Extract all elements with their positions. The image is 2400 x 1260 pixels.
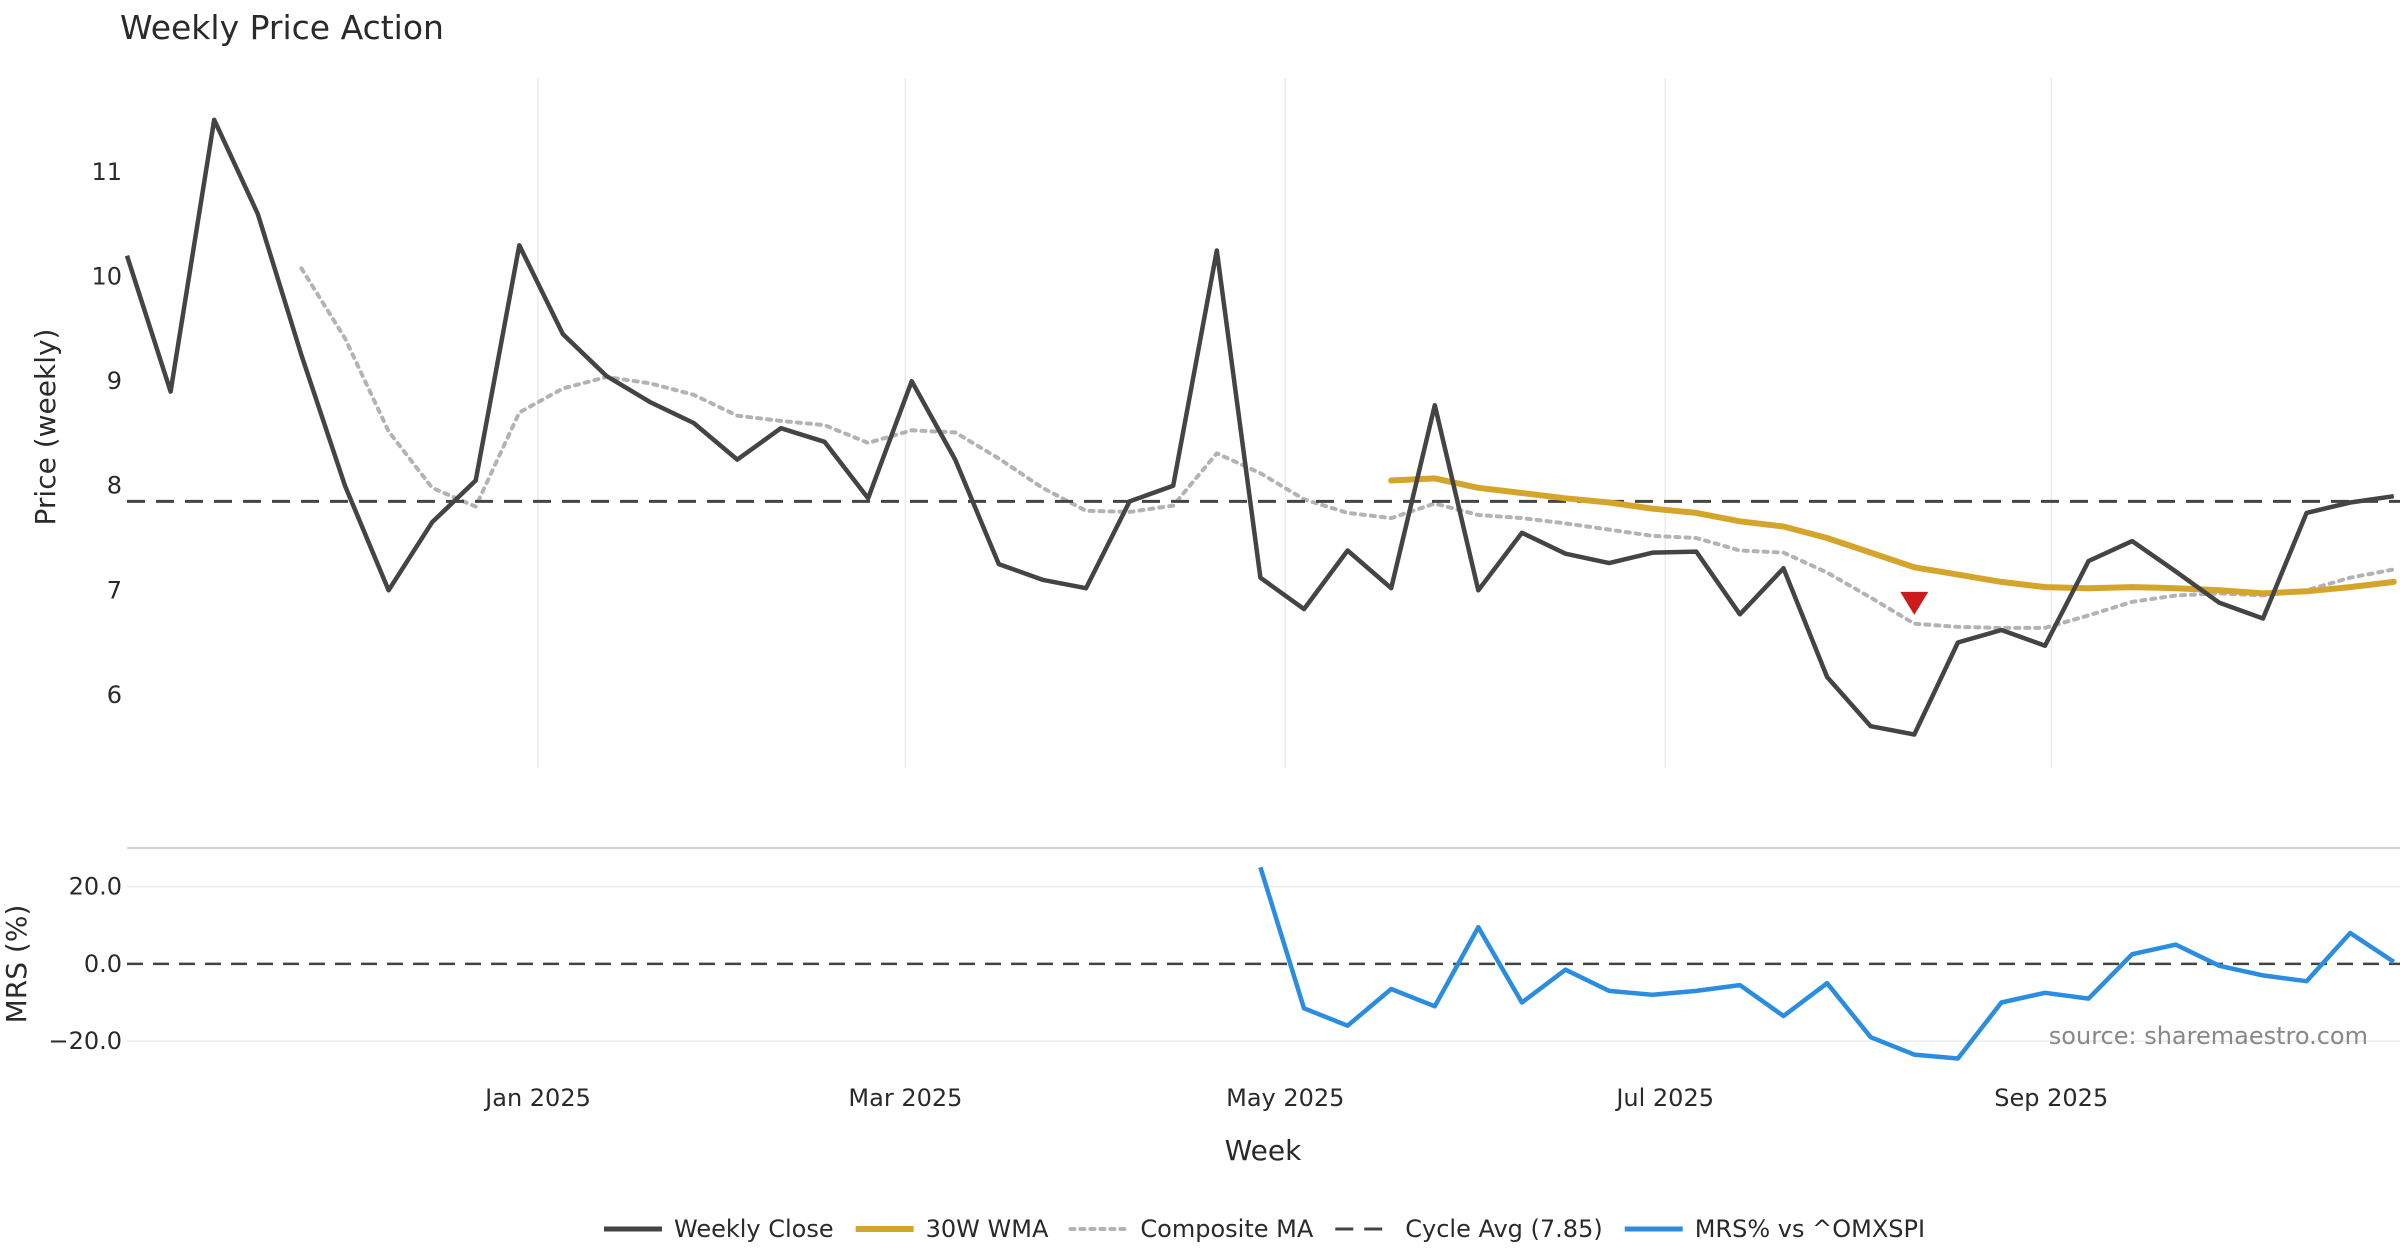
mrs-series-lines xyxy=(127,866,2400,1061)
x-axis-label: Week xyxy=(1225,1134,1302,1167)
price-y-tick-label: 10 xyxy=(91,263,122,291)
price-gridlines xyxy=(537,78,2053,768)
composite-ma-line xyxy=(299,266,2396,630)
price-y-tick-label: 9 xyxy=(107,367,122,395)
price-y-axis-ticks: 6 7 8 9 10 11 xyxy=(91,158,122,709)
x-tick-label: Jul 2025 xyxy=(1614,1084,1714,1112)
mrs-y-axis-ticks: 20.0 0.0 −20.0 xyxy=(48,873,122,1055)
wma-30w-line xyxy=(1388,475,2397,597)
mrs-y-axis-label: MRS (%) xyxy=(0,905,33,1024)
price-y-tick-label: 6 xyxy=(107,681,122,709)
legend-item: Weekly Close xyxy=(604,1215,834,1243)
x-tick-label: Jan 2025 xyxy=(483,1084,591,1112)
legend-item: Cycle Avg (7.85) xyxy=(1335,1215,1603,1243)
mrs-y-tick-label: 0.0 xyxy=(84,950,122,978)
legend-label: Weekly Close xyxy=(674,1215,834,1243)
legend-label: MRS% vs ^OMXSPI xyxy=(1695,1215,1925,1243)
chart-title: Weekly Price Action xyxy=(120,8,444,47)
legend-label: 30W WMA xyxy=(926,1215,1049,1243)
legend-item: Composite MA xyxy=(1068,1215,1314,1243)
price-y-tick-label: 11 xyxy=(91,158,122,186)
x-tick-label: Sep 2025 xyxy=(1994,1084,2108,1112)
sell-signal-marker xyxy=(1900,591,1929,615)
price-y-tick-label: 7 xyxy=(107,576,122,604)
chart-legend: Weekly Close 30W WMA Composite MA Cycle Avg… xyxy=(604,1215,1925,1243)
legend-item: MRS% vs ^OMXSPI xyxy=(1624,1215,1925,1243)
legend-label: Cycle Avg (7.85) xyxy=(1405,1215,1602,1243)
x-axis-ticks: Jan 2025 Mar 2025 May 2025 Jul 2025 Sep 2025 xyxy=(483,1084,2108,1112)
legend-label: Composite MA xyxy=(1140,1215,1313,1243)
x-tick-label: May 2025 xyxy=(1226,1084,1344,1112)
price-y-tick-label: 8 xyxy=(107,472,122,500)
source-annotation: source: sharemaestro.com xyxy=(2049,1022,2368,1050)
x-tick-label: Mar 2025 xyxy=(848,1084,962,1112)
legend-item: 30W WMA xyxy=(855,1215,1049,1243)
price-series-lines xyxy=(124,117,2400,737)
mrs-gridlines xyxy=(127,847,2400,1042)
mrs-line xyxy=(1258,866,2396,1061)
weekly-close-line xyxy=(124,117,2395,737)
mrs-y-tick-label: 20.0 xyxy=(69,873,122,901)
mrs-y-tick-label: −20.0 xyxy=(48,1027,122,1055)
price-y-axis-label: Price (weekly) xyxy=(29,329,62,526)
